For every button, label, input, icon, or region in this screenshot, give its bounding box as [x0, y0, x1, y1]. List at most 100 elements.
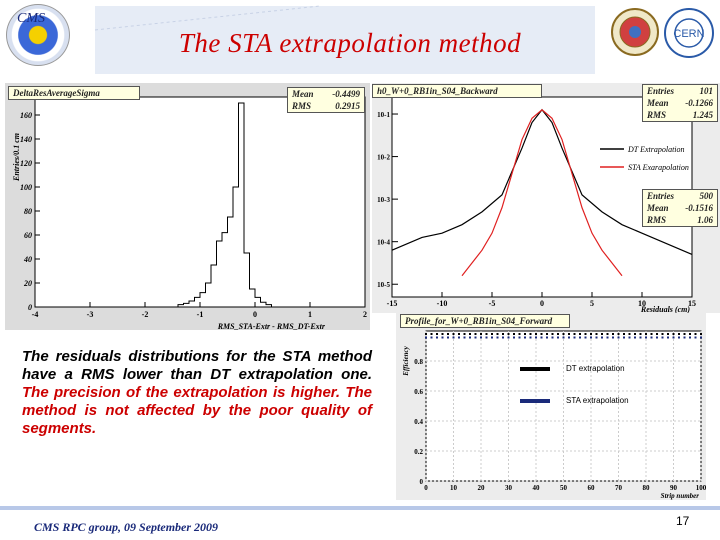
chart3-point	[700, 336, 702, 339]
chart3-xtick-label: 40	[533, 484, 541, 492]
chart1-xtick-label: -1	[197, 310, 204, 319]
chart3-point	[595, 333, 598, 335]
chart3-point	[557, 336, 559, 339]
chart3-point	[557, 333, 559, 335]
chart1-ytick-label: 20	[23, 279, 32, 288]
chart3-ytick-label: 0.6	[414, 388, 423, 396]
chart3-point	[491, 333, 493, 335]
chart3-point	[694, 336, 697, 339]
chart3-point	[661, 333, 664, 335]
chart3-point	[436, 336, 438, 339]
efficiency-profile-chart: 0 10 20 30 40 50 60 70 80 90 100 0 0.2 0.4 0.6 0.8 DT ex…	[396, 313, 706, 500]
chart3-point	[606, 333, 609, 335]
cern-logo-icon: CERN	[664, 8, 714, 58]
chart1-title: DeltaResAverageSigma	[8, 86, 140, 100]
chart3-xlabel: Strip number	[661, 492, 700, 500]
chart1-ytick-label: 140	[20, 135, 32, 144]
chart3-point	[430, 336, 433, 339]
chart3-point	[496, 333, 499, 335]
chart3-ytick-label: 0	[420, 478, 424, 486]
cms-logo: CMS	[6, 4, 70, 66]
chart3-point	[436, 333, 438, 335]
chart1-xtick-label: -3	[87, 310, 94, 319]
chart3-ytick-label: 0.2	[414, 448, 423, 456]
chart1-histogram-bars	[177, 102, 272, 307]
chart3-point	[694, 333, 697, 335]
chart3-point	[469, 336, 471, 339]
chart2-legend-label: STA Exarapolation	[628, 163, 689, 172]
header-band	[94, 5, 595, 74]
chart3-point	[480, 333, 482, 335]
chart1-ytick-label: 160	[20, 111, 32, 120]
body-text: The residuals distributions for the STA …	[22, 348, 372, 438]
chart3-point	[513, 333, 515, 335]
chart3-point	[689, 336, 691, 339]
chart3-point	[458, 336, 460, 339]
chart3-legend-swatch	[520, 399, 550, 403]
chart3-point	[650, 336, 653, 339]
chart2-stats-sta: Entries 500 Mean -0.1516 RMS 1.06	[642, 189, 718, 227]
chart1-xtick-label: -2	[142, 310, 149, 319]
chart3-point	[656, 336, 658, 339]
chart3-point	[546, 336, 548, 339]
chart2-ytick-label: 10-2	[377, 154, 390, 162]
chart1-ytick-label: 0	[28, 303, 32, 312]
chart3-point	[463, 333, 466, 335]
chart3-point	[447, 333, 449, 335]
chart3-point	[700, 333, 702, 335]
chart3-point	[507, 333, 510, 335]
chart3-xtick-label: 80	[643, 484, 651, 492]
chart3-point	[584, 333, 587, 335]
chart3-point	[672, 333, 675, 335]
chart3-point	[672, 336, 675, 339]
footer-rule	[0, 506, 720, 510]
chart2-xtick-label: -10	[437, 299, 448, 308]
chart1-ytick-label: 40	[23, 255, 32, 264]
chart1-ytick-label: 100	[20, 183, 32, 192]
chart1-xtick-label: 2	[363, 310, 367, 319]
chart1-xtick-label: 0	[253, 310, 257, 319]
chart3-point	[617, 336, 620, 339]
chart3-point	[612, 333, 614, 335]
chart1-xlabel: RMS_STA-Extr - RMS_DT-Extr	[217, 322, 326, 330]
chart2-stats-dt: Entries 101 Mean -0.1266 RMS 1.245	[642, 84, 718, 122]
chart3-point	[540, 336, 543, 339]
chart3-point	[518, 336, 521, 339]
delta-res-histogram: -4 -3 -2 -1 0 1 2020406080100120140160RMS_STA-…	[5, 83, 370, 330]
chart1-xtick-label: -4	[32, 310, 39, 319]
chart3-point	[601, 336, 603, 339]
chart3-point	[656, 333, 658, 335]
chart3-point	[661, 336, 664, 339]
chart3-point	[579, 333, 581, 335]
chart3-point	[480, 336, 482, 339]
chart3-point	[507, 336, 510, 339]
chart2-xtick-label: 5	[590, 299, 594, 308]
body-text-black: The residuals distributions for the STA …	[22, 348, 372, 383]
chart3-xtick-label: 100	[696, 484, 706, 492]
chart3-point	[513, 336, 515, 339]
chart2-xtick-label: -5	[489, 299, 496, 308]
chart3-point	[463, 336, 466, 339]
chart3-point	[529, 333, 532, 335]
chart3-point	[595, 336, 598, 339]
chart3-point	[474, 333, 477, 335]
chart3-legend-label: STA extrapolation	[566, 396, 629, 405]
chart3-point	[491, 336, 493, 339]
chart3-point	[562, 333, 565, 335]
chart2-title: h0_W+0_RB1in_S04_Backward	[372, 84, 542, 98]
chart3-point	[628, 336, 631, 339]
chart3-point	[584, 336, 587, 339]
chart3-point	[667, 333, 669, 335]
chart3-point	[639, 336, 642, 339]
chart2-ytick-label: 10-1	[377, 111, 390, 119]
chart3-point	[485, 336, 488, 339]
chart3-title: Profile_for_W+0_RB1in_S04_Forward	[400, 314, 570, 328]
university-seal-icon	[611, 8, 659, 56]
chart2-ytick-label: 10-5	[377, 281, 390, 289]
chart1-ytick-label: 80	[24, 207, 32, 216]
chart3-point	[458, 333, 460, 335]
chart3-point	[689, 333, 691, 335]
chart2-legend-label: DT Extrapolation	[627, 145, 685, 154]
chart3-point	[540, 333, 543, 335]
chart3-point	[485, 333, 488, 335]
